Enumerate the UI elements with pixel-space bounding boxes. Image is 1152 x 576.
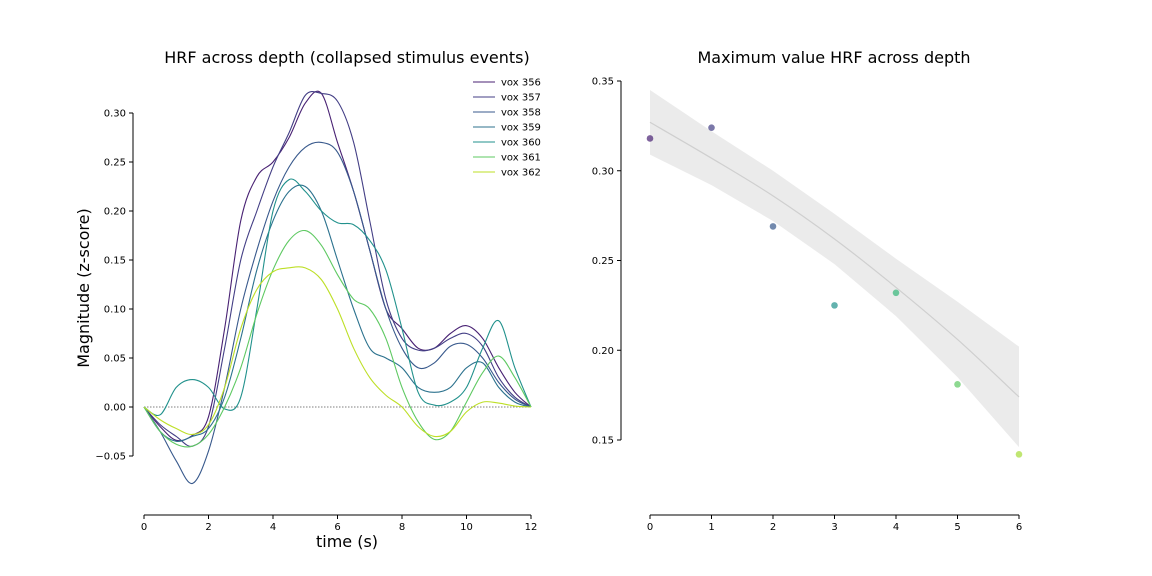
left-chart-title: HRF across depth (collapsed stimulus eve… — [164, 48, 530, 67]
left-y-axis-label: Magnitude (z-score) — [74, 208, 93, 368]
right-y-tick-label: 0.20 — [592, 346, 614, 357]
right-y-tick-label: 0.15 — [592, 436, 614, 447]
left-x-axis-label: time (s) — [316, 532, 378, 551]
left-x-tick-label: 6 — [334, 522, 340, 533]
right-x-tick-label: 2 — [770, 522, 776, 533]
series-line-vox-359 — [143, 184, 532, 442]
legend-label: vox 362 — [501, 168, 541, 179]
left-y-tick-label: 0.05 — [104, 354, 126, 365]
left-legend: vox 356 vox 357 vox 358 vox 359 vox 360 vox 3… — [473, 78, 541, 179]
scatter-point — [646, 135, 654, 142]
left-y-tick-label: 0.25 — [104, 158, 126, 169]
left-y-tick-label: −0.05 — [95, 452, 126, 463]
right-x-tick-label: 5 — [954, 522, 960, 533]
left-y-tick-label: 0.20 — [104, 207, 126, 218]
left-x-tick-label: 4 — [270, 522, 276, 533]
left-y-tick-label: 0.15 — [104, 256, 126, 267]
right-x-tick-label: 4 — [893, 522, 899, 533]
left-x-tick-label: 0 — [141, 522, 147, 533]
legend-label: vox 361 — [501, 153, 541, 164]
scatter-point — [831, 302, 838, 309]
max-hrf-scatter-chart: Maximum value HRF across depth 0.150.200… — [592, 48, 1023, 533]
left-x-tick-label: 2 — [205, 522, 211, 533]
left-y-tick-label: 0.10 — [104, 305, 126, 316]
series-line-vox-357 — [143, 91, 532, 447]
right-plot-area — [646, 89, 1023, 458]
left-y-tick-label: 0.30 — [104, 109, 126, 120]
fit-line — [649, 121, 1020, 398]
left-x-tick-label: 10 — [460, 522, 473, 533]
series-line-vox-360 — [143, 178, 532, 417]
confidence-band — [650, 89, 1019, 448]
right-x-tick-label: 6 — [1016, 522, 1022, 533]
right-y-tick-label: 0.35 — [592, 77, 614, 88]
series-line-vox-361 — [143, 229, 532, 448]
legend-label: vox 358 — [501, 108, 541, 119]
right-x-tick-label: 0 — [647, 522, 653, 533]
right-x-tick-label: 1 — [708, 522, 714, 533]
legend-label: vox 360 — [501, 138, 541, 149]
legend-label: vox 357 — [501, 93, 541, 104]
scatter-point — [769, 223, 777, 230]
right-y-tick-label: 0.30 — [592, 166, 614, 177]
legend-label: vox 359 — [501, 123, 541, 134]
hrf-line-chart: HRF across depth (collapsed stimulus eve… — [74, 48, 541, 551]
left-y-tick-label: 0.00 — [104, 403, 126, 414]
series-line-vox-362 — [143, 266, 532, 438]
legend-label: vox 356 — [501, 78, 541, 89]
left-plot-area — [143, 90, 532, 484]
series-line-vox-358 — [143, 141, 532, 484]
right-x-tick-label: 3 — [831, 522, 837, 533]
scatter-point — [708, 124, 715, 131]
scatter-point — [1015, 451, 1023, 458]
left-axes: −0.05 0.00 0.05 0.10 0.15 0.20 0.25 0.30 0 2 4 6 8 10… — [95, 109, 537, 534]
right-chart-title: Maximum value HRF across depth — [697, 48, 970, 67]
left-x-tick-label: 12 — [525, 522, 538, 533]
scatter-point — [954, 381, 961, 388]
left-x-tick-label: 8 — [399, 522, 405, 533]
right-y-tick-label: 0.25 — [592, 256, 614, 267]
right-axes: 0.15 0.20 0.25 0.30 0.35 0 1 2 3 4 5 6 — [592, 77, 1022, 534]
scatter-point — [892, 289, 900, 297]
series-line-vox-356 — [143, 90, 532, 442]
